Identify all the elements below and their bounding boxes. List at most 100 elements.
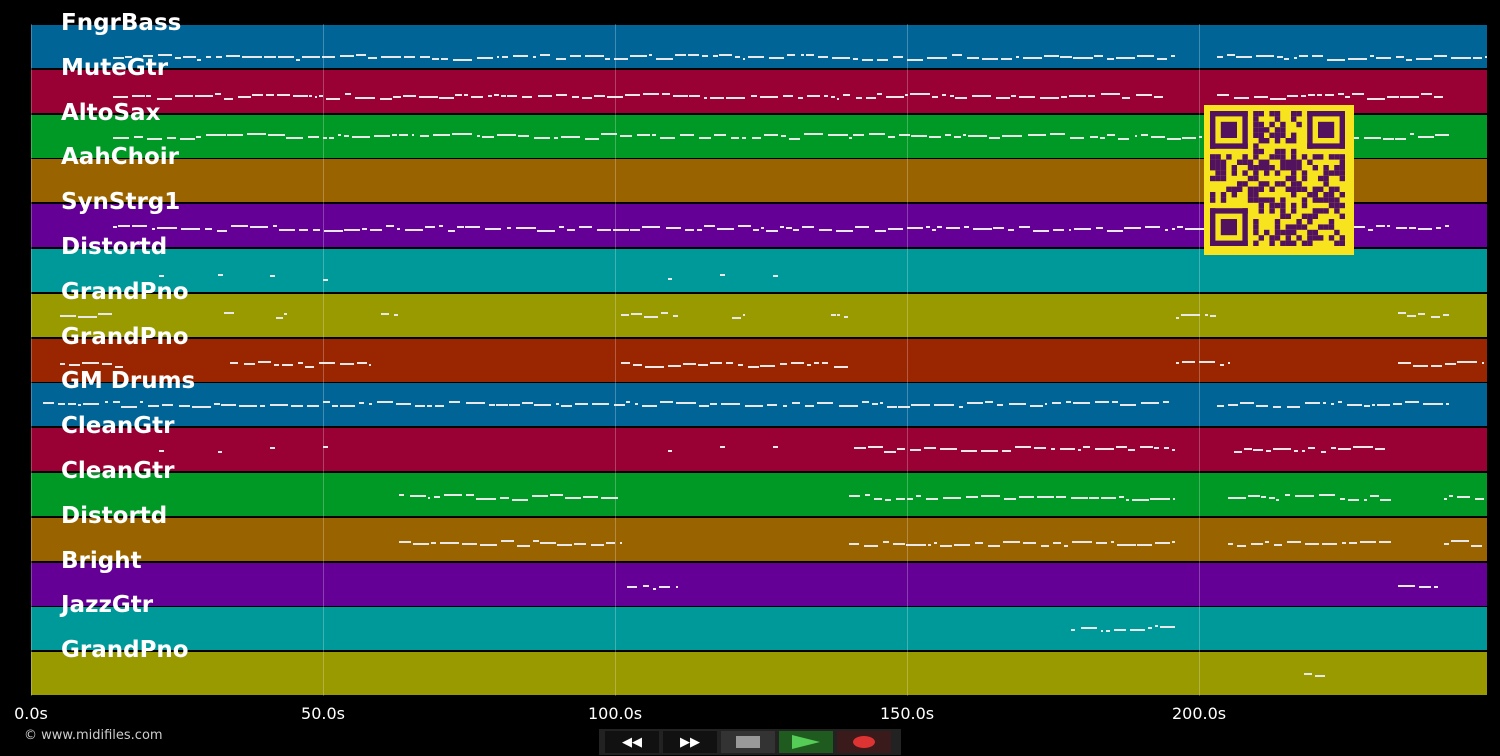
note <box>1095 227 1103 230</box>
note <box>323 136 328 139</box>
note <box>967 57 980 59</box>
note <box>697 363 708 366</box>
note <box>1331 403 1335 406</box>
record-button[interactable] <box>837 731 891 753</box>
note <box>83 403 100 406</box>
note <box>381 312 389 315</box>
note <box>1116 57 1135 59</box>
note <box>1094 401 1109 404</box>
note <box>1199 135 1203 138</box>
rewind-button[interactable]: ◀◀ <box>605 731 659 753</box>
note <box>582 496 598 498</box>
note <box>561 405 573 408</box>
fast-forward-button[interactable]: ▶▶ <box>663 731 717 753</box>
note <box>306 405 319 408</box>
note <box>743 313 746 316</box>
note <box>631 312 643 315</box>
track-name: AltoSax <box>61 99 161 126</box>
note <box>1272 406 1282 409</box>
note <box>905 93 908 96</box>
note <box>1430 315 1441 318</box>
note <box>989 136 1000 139</box>
note <box>332 405 338 408</box>
note <box>1395 137 1406 140</box>
note <box>1039 96 1060 99</box>
note <box>940 544 952 547</box>
note <box>286 136 304 139</box>
note <box>227 133 244 136</box>
note <box>1147 627 1152 630</box>
note <box>1347 404 1363 407</box>
note <box>345 92 351 95</box>
note <box>1173 498 1176 500</box>
note <box>597 229 612 232</box>
time-tick-label: 100.0s <box>587 704 643 723</box>
note <box>302 56 321 58</box>
note <box>606 95 624 98</box>
note <box>174 57 182 59</box>
note <box>506 227 512 230</box>
note <box>131 94 145 97</box>
note <box>1481 361 1485 364</box>
note <box>1155 625 1159 628</box>
note <box>323 401 331 404</box>
note <box>962 133 966 136</box>
note <box>1004 498 1016 500</box>
note <box>830 95 835 98</box>
note <box>496 56 500 58</box>
note <box>104 401 109 404</box>
note <box>651 133 657 136</box>
note <box>592 403 609 406</box>
note <box>848 542 859 545</box>
note <box>1015 56 1020 58</box>
note <box>1378 540 1391 543</box>
note <box>725 361 733 364</box>
note <box>68 363 81 366</box>
note <box>249 226 269 229</box>
note <box>688 54 700 56</box>
note <box>1100 136 1105 139</box>
note <box>293 94 308 97</box>
note <box>1304 542 1320 545</box>
note <box>1219 363 1225 366</box>
grid-line <box>615 24 617 696</box>
note <box>1175 361 1179 364</box>
note <box>855 226 870 229</box>
stop-button[interactable] <box>721 731 775 753</box>
grid-line <box>31 24 32 696</box>
note <box>943 497 962 499</box>
note <box>614 58 629 60</box>
track-lane <box>31 24 1488 68</box>
note <box>1387 95 1399 98</box>
note <box>581 96 593 99</box>
note <box>1019 496 1034 498</box>
track-name: Bright <box>61 547 142 574</box>
note <box>866 96 876 99</box>
note <box>1157 58 1167 60</box>
note <box>516 227 536 230</box>
note <box>833 365 848 368</box>
note <box>181 228 200 231</box>
note <box>1320 451 1326 454</box>
note <box>1273 543 1282 546</box>
note <box>637 133 650 136</box>
note <box>1073 402 1090 405</box>
note <box>419 134 429 137</box>
note <box>1216 93 1229 96</box>
note <box>593 94 605 97</box>
note <box>772 275 778 277</box>
note <box>418 95 438 98</box>
note <box>709 96 725 99</box>
note <box>533 539 539 542</box>
note <box>355 54 367 56</box>
play-button[interactable] <box>779 731 833 753</box>
note <box>252 93 263 96</box>
note <box>823 94 828 97</box>
note <box>1095 541 1108 544</box>
note <box>713 133 727 136</box>
note <box>1380 499 1391 501</box>
note <box>786 54 796 56</box>
note <box>427 497 431 499</box>
note <box>322 56 336 58</box>
note <box>1144 226 1161 229</box>
